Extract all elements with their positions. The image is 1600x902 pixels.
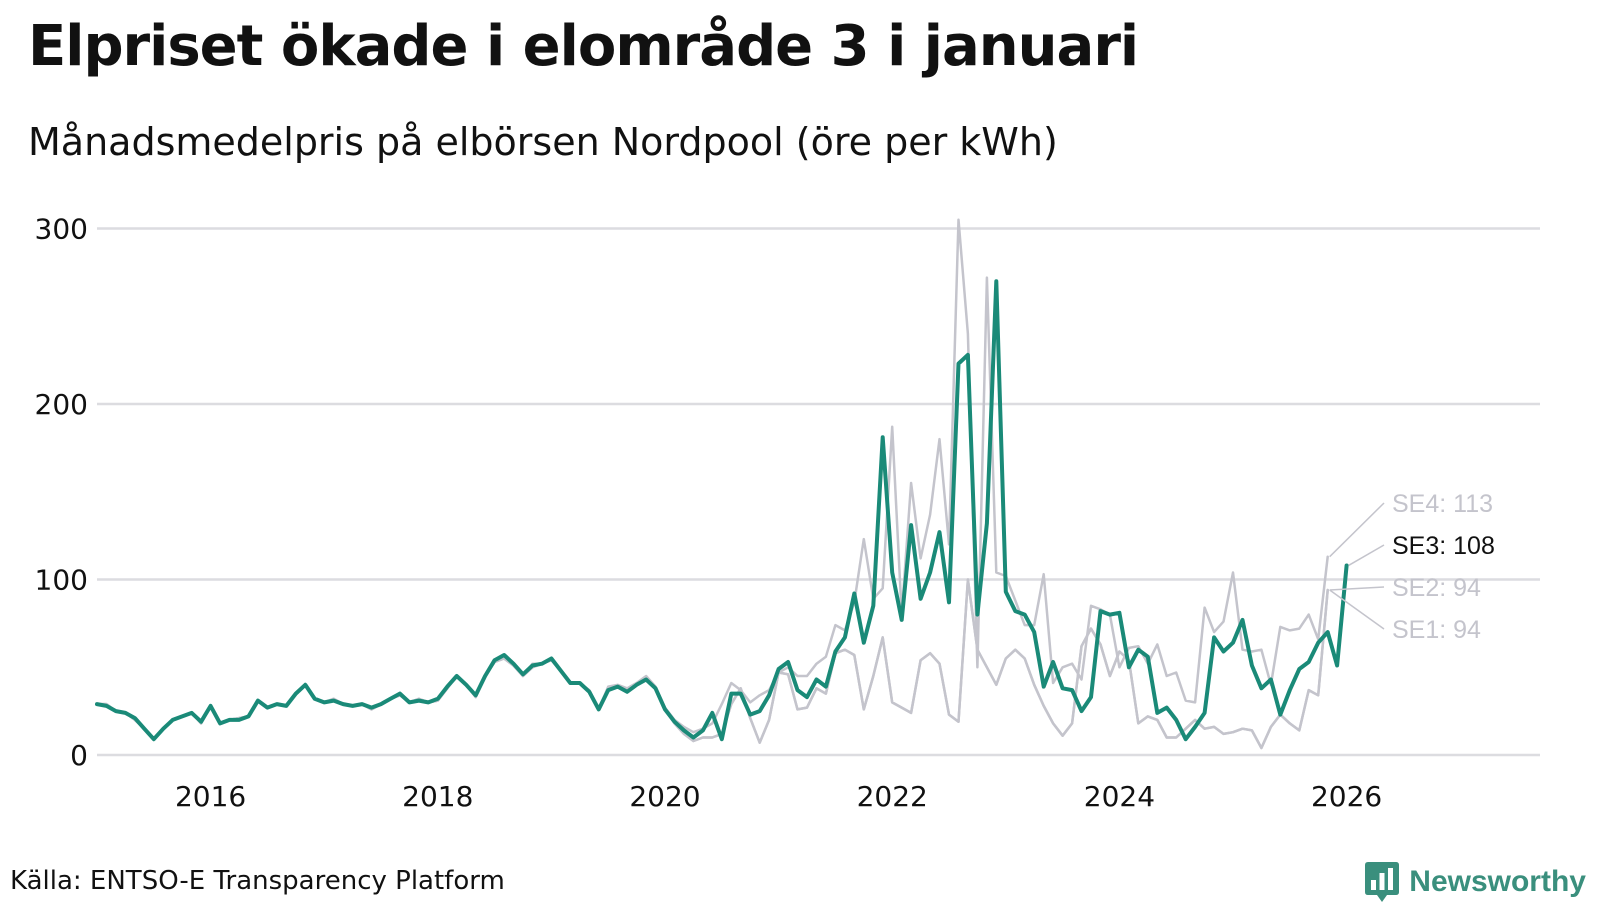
- y-tick-label: 200: [35, 388, 88, 421]
- y-tick-label: 100: [35, 564, 88, 597]
- x-tick-label: 2024: [1084, 780, 1155, 813]
- series-lines: [95, 218, 1349, 750]
- series-line-se3: [95, 279, 1349, 742]
- chart-subtitle: Månadsmedelpris på elbörsen Nordpool (ör…: [28, 120, 1058, 164]
- series-end-label-se4: SE4: 113: [1392, 490, 1493, 518]
- series-end-label-se3: SE3: 108: [1392, 532, 1495, 560]
- gridlines: [97, 227, 1540, 757]
- label-leader-se4: [1329, 502, 1385, 558]
- x-tick-label: 2016: [175, 780, 246, 813]
- x-tick-label: 2022: [857, 780, 928, 813]
- x-axis-ticks: 2016 2018 2020 2022 2024 2026: [175, 780, 1382, 813]
- y-tick-label: 0: [70, 739, 88, 772]
- brand-logo: Newsworthy: [1365, 862, 1586, 902]
- brand-name: Newsworthy: [1409, 865, 1586, 898]
- x-tick-label: 2018: [402, 780, 473, 813]
- series-end-label-se2: SE2: 94: [1392, 574, 1481, 602]
- y-tick-label: 300: [35, 213, 88, 246]
- label-leader-se3: [1348, 544, 1385, 567]
- label-leader-se2: [1329, 586, 1385, 591]
- bar-chart-logo-icon: [1365, 862, 1400, 902]
- y-axis-ticks: 0 100 200 300: [35, 213, 88, 773]
- chart-title: Elpriset ökade i elområde 3 i januari: [28, 14, 1139, 79]
- label-leader-se1: [1329, 589, 1385, 630]
- series-end-labels: SE4: 113 SE3: 108 SE2: 94 SE1: 94: [1329, 490, 1495, 644]
- x-tick-label: 2026: [1311, 780, 1382, 813]
- series-line-se4: [95, 218, 1329, 741]
- source-note: Källa: ENTSO-E Transparency Platform: [10, 866, 505, 896]
- series-end-label-se1: SE1: 94: [1392, 616, 1481, 644]
- x-tick-label: 2020: [629, 780, 700, 813]
